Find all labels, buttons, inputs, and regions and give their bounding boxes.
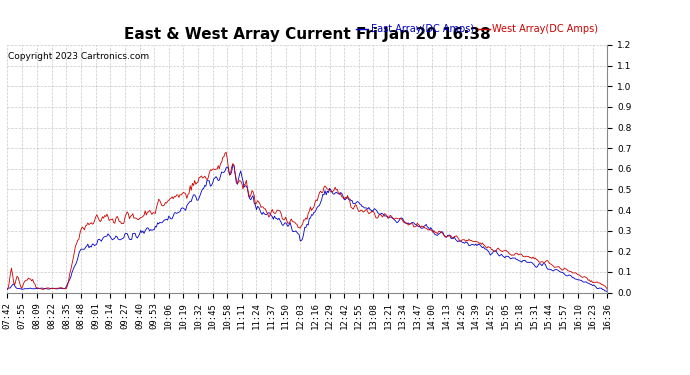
- East Array(DC Amps): [228, 162, 237, 167]
- West Array(DC Amps): [603, 287, 611, 292]
- West Array(DC Amps): [455, 237, 463, 241]
- West Array(DC Amps): [471, 239, 479, 244]
- East Array(DC Amps): [144, 226, 152, 231]
- Line: East Array(DC Amps): East Array(DC Amps): [7, 165, 607, 292]
- West Array(DC Amps): [168, 195, 176, 199]
- West Array(DC Amps): [222, 150, 230, 154]
- East Array(DC Amps): [168, 216, 176, 221]
- East Array(DC Amps): [166, 215, 174, 220]
- West Array(DC Amps): [144, 210, 152, 214]
- East Array(DC Amps): [486, 253, 495, 257]
- Line: West Array(DC Amps): West Array(DC Amps): [7, 152, 607, 290]
- West Array(DC Amps): [166, 196, 174, 201]
- Legend: East Array(DC Amps), West Array(DC Amps): East Array(DC Amps), West Array(DC Amps): [353, 20, 602, 38]
- Text: Copyright 2023 Cartronics.com: Copyright 2023 Cartronics.com: [8, 53, 149, 62]
- East Array(DC Amps): [3, 287, 11, 292]
- East Array(DC Amps): [471, 243, 479, 248]
- East Array(DC Amps): [603, 290, 611, 294]
- West Array(DC Amps): [486, 245, 495, 249]
- East Array(DC Amps): [455, 238, 463, 243]
- Title: East & West Array Current Fri Jan 20 16:38: East & West Array Current Fri Jan 20 16:…: [124, 27, 491, 42]
- West Array(DC Amps): [3, 288, 11, 292]
